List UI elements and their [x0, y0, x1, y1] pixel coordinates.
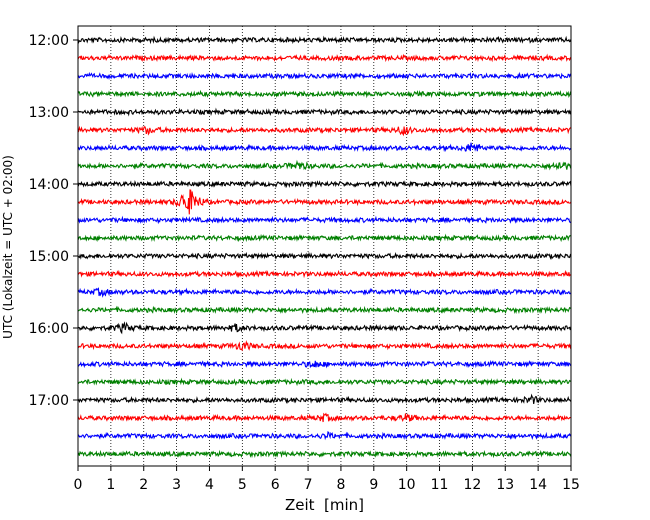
x-axis: 0 1 2 3 4 5 6 7 8 9 10 11 12 13 14 15 [74, 466, 580, 493]
x-tick-label: 4 [205, 477, 214, 493]
y-tick-label: 15:00 [29, 249, 69, 265]
seismic-trace [77, 449, 572, 459]
x-tick-label: 12 [463, 477, 481, 493]
seismic-trace [77, 125, 572, 137]
y-axis-label: UTC (Lokalzeit = UTC + 02:00) [1, 155, 15, 339]
y-tick-label: 12:00 [29, 33, 69, 49]
seismic-trace [77, 377, 572, 387]
seismic-trace [77, 393, 572, 404]
y-axis: 12:00 13:00 14:00 15:00 16:00 17:00 [29, 33, 78, 409]
seismic-trace [77, 179, 572, 189]
seismic-trace [77, 233, 572, 243]
seismic-trace [77, 340, 572, 352]
y-tick-label: 17:00 [29, 393, 69, 409]
x-tick-label: 7 [304, 477, 313, 493]
seismic-trace [77, 287, 572, 298]
x-tick-label: 3 [172, 477, 181, 493]
seismic-trace [77, 159, 572, 171]
seismic-trace [77, 251, 572, 260]
y-tick-label: 16:00 [29, 321, 69, 337]
seismic-trace [77, 189, 572, 215]
seismic-trace [77, 305, 572, 315]
grid-layer [110, 26, 539, 466]
x-tick-label: 11 [431, 477, 449, 493]
seismic-trace [77, 412, 572, 423]
seismic-trace [77, 142, 572, 153]
trace-layer [77, 35, 572, 459]
seismic-trace [77, 269, 572, 279]
plot-frame [77, 25, 572, 467]
x-tick-label: 14 [529, 477, 547, 493]
x-axis-label: Zeit [min] [285, 496, 364, 514]
seismic-trace [77, 53, 572, 63]
x-tick-label: 1 [106, 477, 115, 493]
x-tick-label: 0 [74, 477, 83, 493]
x-tick-label: 9 [369, 477, 378, 493]
x-tick-label: 13 [496, 477, 514, 493]
seismic-trace [77, 321, 572, 335]
seismic-trace [77, 215, 572, 225]
x-tick-label: 6 [271, 477, 280, 493]
seismic-trace [77, 107, 572, 117]
seismic-trace [77, 71, 572, 81]
seismic-trace [77, 431, 572, 441]
x-tick-label: 8 [336, 477, 345, 493]
seismic-trace [77, 35, 572, 45]
seismic-trace [77, 359, 572, 369]
seismic-trace [77, 89, 572, 99]
y-tick-label: 14:00 [29, 177, 69, 193]
x-tick-label: 15 [562, 477, 580, 493]
y-tick-label: 13:00 [29, 105, 69, 121]
x-tick-label: 5 [238, 477, 247, 493]
x-tick-label: 10 [398, 477, 416, 493]
x-tick-label: 2 [139, 477, 148, 493]
